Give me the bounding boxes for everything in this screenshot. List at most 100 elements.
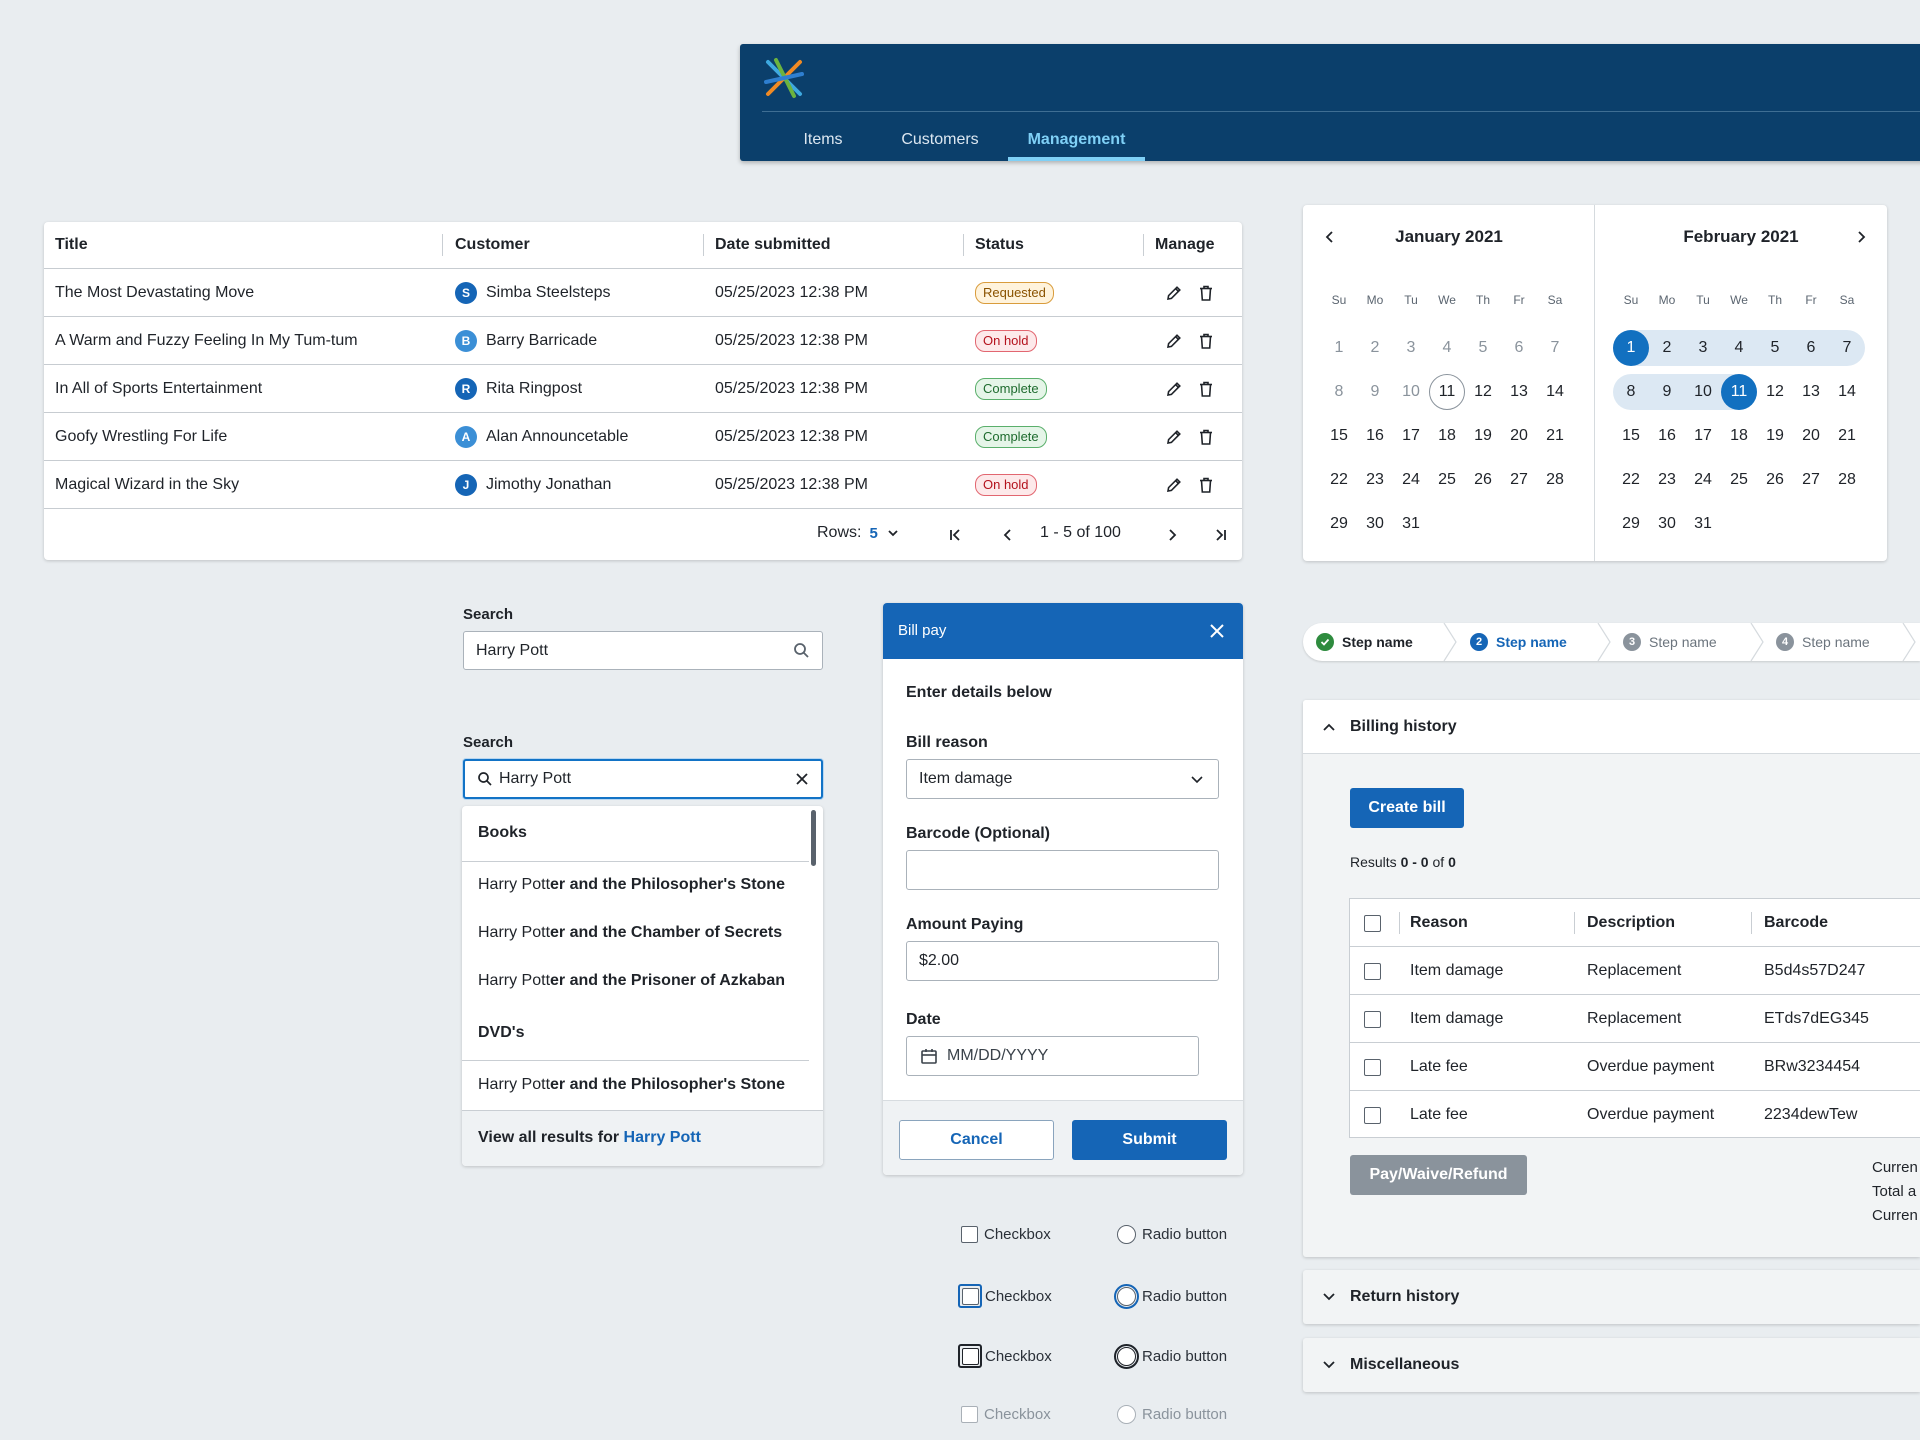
calendar-day[interactable]: 21 [1546, 427, 1564, 444]
billing-row[interactable]: Item damage Replacement B5d4s57D247 [1350, 946, 1920, 994]
calendar-day[interactable]: 9 [1370, 383, 1380, 400]
calendar-day[interactable]: 29 [1622, 515, 1640, 532]
calendar-day[interactable]: 30 [1658, 515, 1676, 532]
calendar-day[interactable]: 4 [1734, 339, 1744, 356]
calendar-day[interactable]: 13 [1802, 383, 1820, 400]
radio-circle[interactable] [1114, 1284, 1139, 1309]
select-all-checkbox[interactable] [1364, 899, 1381, 947]
delete-icon[interactable] [1194, 377, 1218, 401]
calendar-day[interactable]: 2 [1370, 339, 1380, 356]
checkbox-focused[interactable]: Checkbox [958, 1344, 1052, 1368]
step-2[interactable]: 2 Step name [1470, 623, 1567, 661]
submit-button[interactable]: Submit [1072, 1120, 1227, 1160]
cancel-button[interactable]: Cancel [899, 1120, 1054, 1160]
calendar-day[interactable]: 28 [1838, 471, 1856, 488]
edit-icon[interactable] [1162, 473, 1186, 497]
nav-tab-management[interactable]: Management [1008, 124, 1145, 161]
calendar-day[interactable]: 19 [1474, 427, 1492, 444]
calendar-day[interactable]: 27 [1510, 471, 1528, 488]
calendar-day[interactable]: 31 [1402, 515, 1420, 532]
date-field[interactable]: MM/DD/YYYY [906, 1036, 1199, 1076]
calendar-day[interactable]: 16 [1366, 427, 1384, 444]
column-header-status[interactable]: Status [975, 236, 1024, 253]
calendar-day[interactable]: 15 [1330, 427, 1348, 444]
return-history-accordion[interactable]: Return history [1303, 1270, 1920, 1324]
search-input[interactable]: Harry Pott [463, 631, 823, 670]
calendar-day[interactable]: 8 [1626, 383, 1636, 400]
edit-icon[interactable] [1162, 329, 1186, 353]
row-checkbox[interactable] [1364, 995, 1381, 1043]
suggestion-item[interactable]: Harry Potter and the Prisoner of Azkaban [478, 972, 786, 989]
calendar-day[interactable]: 8 [1334, 383, 1344, 400]
close-icon[interactable] [1209, 623, 1225, 639]
checkbox-hover[interactable]: Checkbox [958, 1284, 1052, 1308]
calendar-day[interactable]: 15 [1622, 427, 1640, 444]
search-input-focused[interactable]: Harry Pott [463, 759, 823, 799]
checkbox-box[interactable] [961, 1226, 978, 1243]
calendar-day[interactable]: 21 [1838, 427, 1856, 444]
row-checkbox[interactable] [1364, 947, 1381, 995]
table-row[interactable]: Magical Wizard in the Sky J Jimothy Jonath… [44, 460, 1242, 508]
calendar-day[interactable]: 29 [1330, 515, 1348, 532]
calendar-day[interactable]: 13 [1510, 383, 1528, 400]
create-bill-button[interactable]: Create bill [1350, 788, 1464, 828]
calendar-day[interactable]: 23 [1658, 471, 1676, 488]
checkbox-default[interactable]: Checkbox [961, 1226, 1051, 1243]
delete-icon[interactable] [1194, 473, 1218, 497]
rows-per-page-value[interactable]: 5 [869, 524, 878, 542]
calendar-day[interactable]: 24 [1694, 471, 1712, 488]
column-header-reason[interactable]: Reason [1410, 914, 1468, 931]
checkbox-box[interactable] [958, 1284, 982, 1308]
edit-icon[interactable] [1162, 281, 1186, 305]
calendar-day[interactable]: 22 [1622, 471, 1640, 488]
calendar-day[interactable]: 28 [1546, 471, 1564, 488]
calendar-day[interactable]: 20 [1802, 427, 1820, 444]
step-1[interactable]: Step name [1316, 623, 1413, 661]
dropdown-scrollbar[interactable] [811, 810, 816, 866]
radio-focused[interactable]: Radio button [1114, 1344, 1227, 1369]
edit-icon[interactable] [1162, 377, 1186, 401]
delete-icon[interactable] [1194, 281, 1218, 305]
calendar-day[interactable]: 3 [1406, 339, 1416, 356]
row-checkbox[interactable] [1364, 1091, 1381, 1139]
accordion-header[interactable]: Billing history [1303, 700, 1920, 754]
calendar-day[interactable]: 6 [1806, 339, 1816, 356]
view-all-results[interactable]: View all results for Harry Pott [462, 1110, 823, 1166]
radio-default[interactable]: Radio button [1117, 1225, 1227, 1244]
previous-month-icon[interactable] [1318, 225, 1342, 249]
calendar-day[interactable]: 12 [1766, 383, 1784, 400]
view-all-query[interactable]: Harry Pott [623, 1129, 701, 1146]
delete-icon[interactable] [1194, 329, 1218, 353]
column-header-date[interactable]: Date submitted [715, 236, 831, 253]
column-header-title[interactable]: Title [55, 236, 88, 253]
first-page-icon[interactable] [944, 523, 968, 547]
chevron-down-icon[interactable] [886, 526, 900, 540]
miscellaneous-accordion[interactable]: Miscellaneous [1303, 1338, 1920, 1392]
next-month-icon[interactable] [1849, 225, 1873, 249]
calendar-day[interactable]: 5 [1770, 339, 1780, 356]
radio-circle[interactable] [1114, 1344, 1139, 1369]
delete-icon[interactable] [1194, 425, 1218, 449]
calendar-day[interactable]: 26 [1474, 471, 1492, 488]
chevron-down-icon[interactable] [1322, 1290, 1336, 1304]
calendar-day[interactable]: 16 [1658, 427, 1676, 444]
calendar-day[interactable]: 4 [1442, 339, 1452, 356]
pay-waive-refund-button[interactable]: Pay/Waive/Refund [1350, 1155, 1527, 1195]
calendar-icon[interactable] [920, 1047, 938, 1065]
calendar-day[interactable]: 11 [1429, 374, 1465, 410]
calendar-day[interactable]: 5 [1478, 339, 1488, 356]
table-row[interactable]: A Warm and Fuzzy Feeling In My Tum-tum B B… [44, 316, 1242, 364]
calendar-day[interactable]: 24 [1402, 471, 1420, 488]
calendar-day[interactable]: 22 [1330, 471, 1348, 488]
calendar-day[interactable]: 18 [1438, 427, 1456, 444]
calendar-day[interactable]: 9 [1662, 383, 1672, 400]
calendar-day[interactable]: 20 [1510, 427, 1528, 444]
amount-field[interactable]: $2.00 [906, 941, 1219, 981]
calendar-day[interactable]: 1 [1334, 339, 1344, 356]
radio-circle[interactable] [1117, 1225, 1136, 1244]
calendar-day[interactable]: 26 [1766, 471, 1784, 488]
calendar-day[interactable]: 14 [1546, 383, 1564, 400]
calendar-day[interactable]: 1 [1613, 330, 1649, 366]
calendar-day[interactable]: 7 [1842, 339, 1852, 356]
calendar-day[interactable]: 19 [1766, 427, 1784, 444]
